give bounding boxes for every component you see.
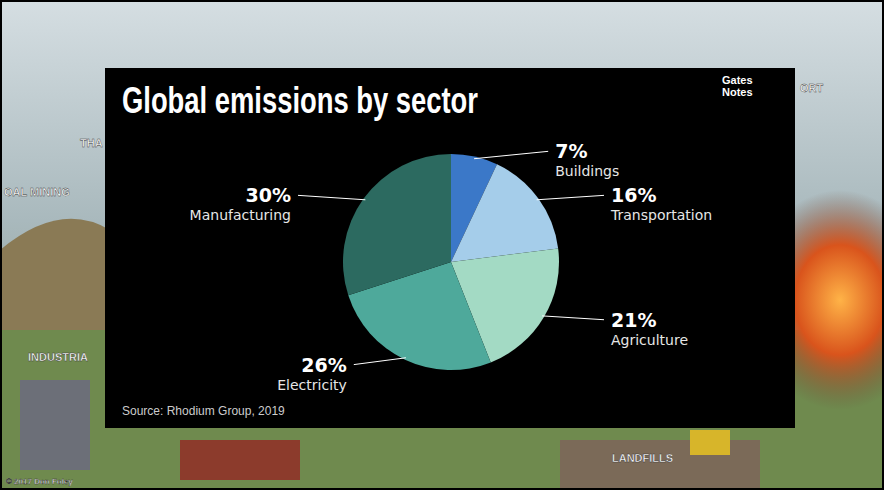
slice [451, 164, 558, 262]
category-label: Transportation [610, 207, 712, 223]
background [0, 0, 884, 490]
data-label: 21% [611, 309, 656, 331]
background-label: ORT [800, 82, 824, 94]
background-label: INDUSTRIA [28, 351, 88, 363]
data-label: 16% [611, 184, 656, 206]
category-label: Agriculture [611, 332, 688, 348]
brand: GatesNotes [722, 74, 753, 98]
background-label: LANDFILLS [612, 452, 673, 464]
slice [343, 154, 451, 295]
page: THA OAL MINING INDUSTRIA LANDFILLS ORT © 2017… [0, 0, 884, 490]
category-label: Buildings [555, 163, 619, 179]
leader-line [298, 195, 365, 199]
panel [105, 68, 795, 428]
factory [20, 380, 90, 470]
category-label: Electricity [277, 377, 347, 393]
barn [180, 440, 300, 480]
brand-line: Gates [722, 74, 753, 86]
leader-line [354, 358, 406, 365]
background-label: © 2017 Don Foley [6, 477, 73, 486]
background-label: THA [80, 137, 103, 149]
category-label: Manufacturing [190, 207, 291, 223]
frame [1, 1, 883, 489]
data-label: 26% [301, 354, 346, 376]
slices [343, 154, 559, 370]
data-label: 30% [246, 184, 291, 206]
title: Global emissions by sector [122, 80, 478, 121]
background-label: OAL MINING [4, 186, 70, 198]
data-label: 7% [555, 140, 587, 162]
brand-line: Notes [722, 86, 753, 98]
leader-line [537, 195, 604, 199]
hill [0, 219, 110, 330]
bulldozer [690, 430, 730, 455]
leader-line [474, 151, 548, 158]
leader-line [542, 316, 604, 320]
source: Source: Rhodium Group, 2019 [122, 404, 285, 418]
labels: 7%Buildings 16%Transportation 21%Agricultu… [190, 140, 712, 392]
